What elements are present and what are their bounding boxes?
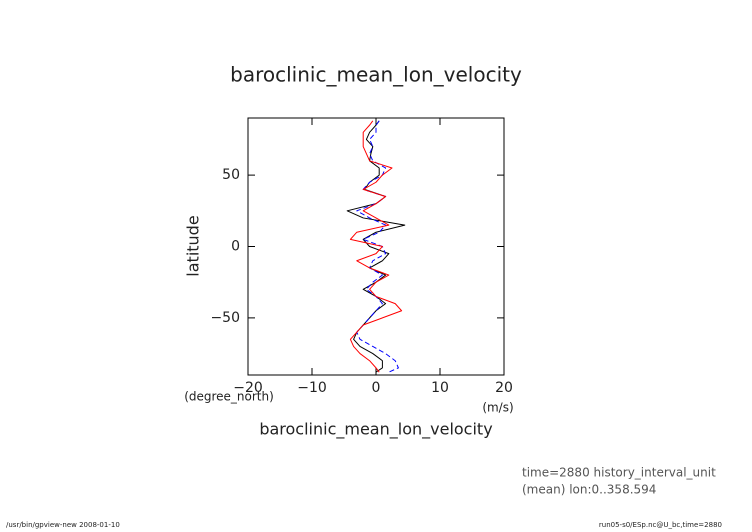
x-unit: (m/s) [482,401,513,415]
series-line [346,120,406,373]
x-tick-label: −10 [297,380,327,396]
x-tick-label: 10 [431,380,449,396]
y-unit: (degree_north) [184,390,274,404]
series-line [349,120,403,373]
x-tick-label: 20 [495,380,513,396]
series-line [356,120,399,373]
y-axis-label: latitude [184,215,203,276]
footer-left: /usr/bin/gpview-new 2008-01-10 [6,521,120,529]
plot-frame [247,117,505,376]
chart-title: baroclinic_mean_lon_velocity [230,63,522,87]
x-tick-label: 0 [372,380,381,396]
annotation: (mean) lon:0..358.594 [522,483,656,497]
y-tick-label: 50 [222,167,240,183]
x-axis-label: baroclinic_mean_lon_velocity [259,420,492,440]
footer-right: run05-s0/ESp.nc@U_bc,time=2880 [599,521,722,529]
annotation: time=2880 history_interval_unit [522,466,716,480]
y-tick-label: −50 [210,310,240,326]
y-tick-label: 0 [231,239,240,255]
x-tick-label: −20 [233,380,263,396]
